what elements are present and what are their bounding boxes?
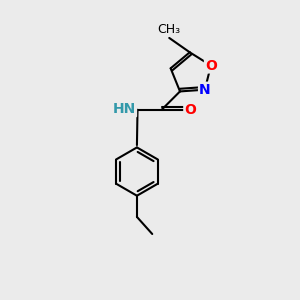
Text: N: N <box>199 83 211 97</box>
Text: CH₃: CH₃ <box>158 22 181 36</box>
Text: O: O <box>205 58 217 73</box>
Text: O: O <box>184 103 196 117</box>
Text: HN: HN <box>113 102 136 116</box>
